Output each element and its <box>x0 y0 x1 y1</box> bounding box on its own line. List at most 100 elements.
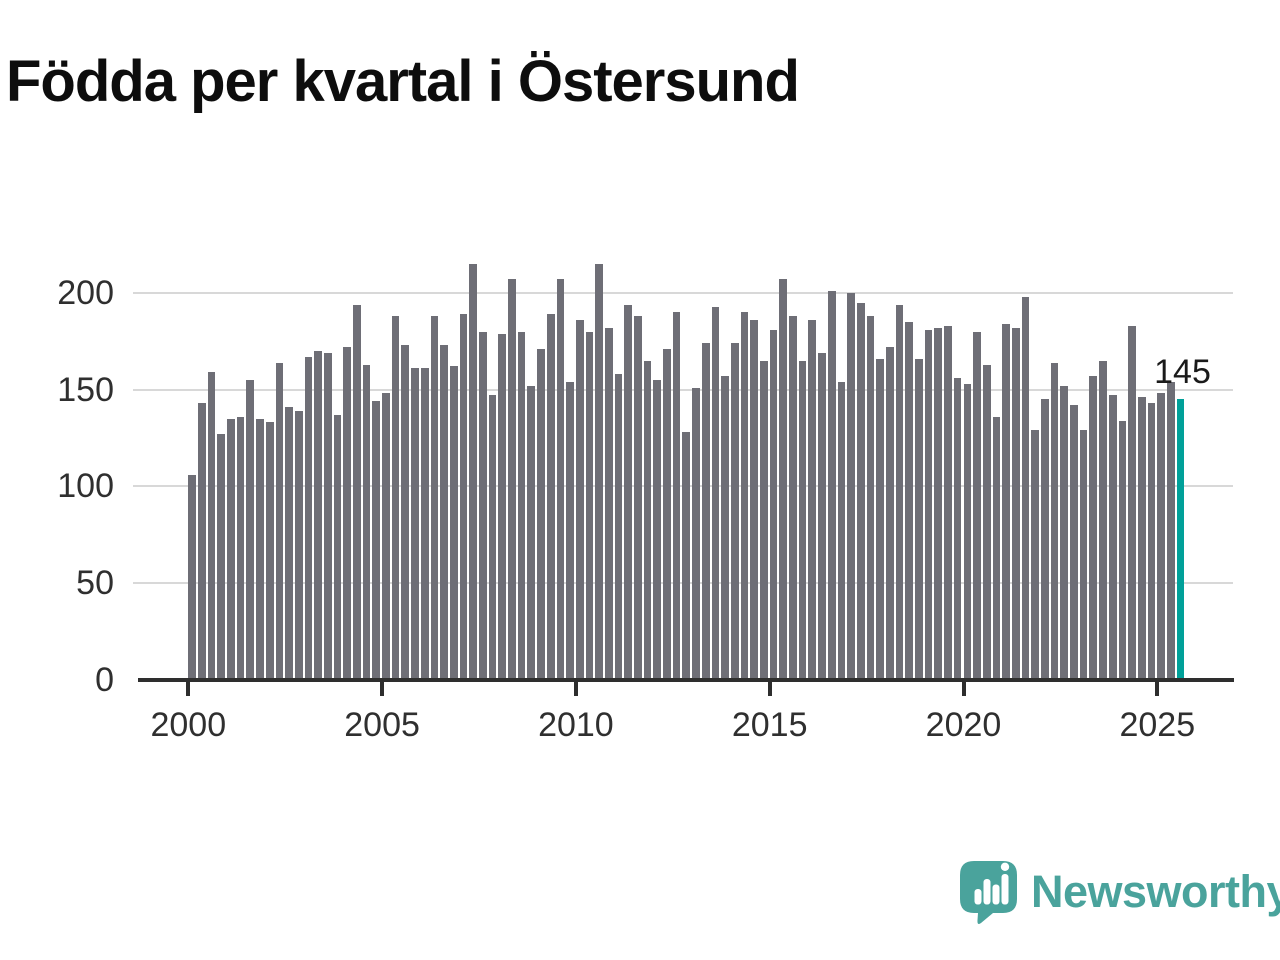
bar-2002-q1 <box>265 422 274 680</box>
bar-2003-q2 <box>314 350 322 680</box>
x-axis-label-2000: 2000 <box>150 706 227 744</box>
bar-2010-q3 <box>595 264 603 680</box>
bar-2019-q2 <box>934 327 943 680</box>
bar-2020-q3 <box>982 364 991 680</box>
bar-2017-q4 <box>876 358 884 680</box>
y-axis-label-100: 100 <box>57 467 114 506</box>
bar-2016-q1 <box>808 320 817 680</box>
bar-2025-q3 <box>1176 399 1185 680</box>
bar-2005-q1 <box>382 393 390 680</box>
bar-2009-q2 <box>546 314 555 680</box>
bar-2015-q4 <box>798 360 807 680</box>
bar-2000-q4 <box>217 434 226 680</box>
bar-2021-q4 <box>1031 430 1040 680</box>
last-value-annotation: 145 <box>1154 353 1211 392</box>
bar-2010-q1 <box>575 320 584 680</box>
x-axis-tick-2005 <box>380 681 385 696</box>
y-axis-label-0: 0 <box>95 660 114 699</box>
bar-2008-q4 <box>527 385 536 680</box>
bar-2011-q4 <box>643 360 652 680</box>
bar-2023-q4 <box>1108 395 1117 680</box>
x-axis-label-2015: 2015 <box>731 706 808 744</box>
bar-2018-q2 <box>895 304 904 680</box>
bar-2003-q3 <box>323 352 332 680</box>
bar-2018-q3 <box>905 321 914 680</box>
bar-2024-q3 <box>1137 397 1146 680</box>
bar-2021-q3 <box>1021 296 1030 680</box>
bar-2017-q3 <box>866 316 875 680</box>
bar-2008-q2 <box>508 279 516 680</box>
bar-2009-q3 <box>556 279 565 680</box>
bar-2012-q2 <box>663 349 671 680</box>
bar-2010-q2 <box>585 331 594 680</box>
bar-2023-q1 <box>1079 430 1088 680</box>
bar-2006-q2 <box>430 316 439 680</box>
bar-2020-q2 <box>973 331 981 680</box>
bar-2003-q4 <box>333 414 342 680</box>
bar-2004-q4 <box>372 401 381 680</box>
bar-2007-q1 <box>459 314 468 680</box>
x-axis-tick-2025 <box>1155 681 1160 696</box>
bar-2011-q2 <box>624 304 633 680</box>
x-axis-tick-2015 <box>767 681 772 696</box>
bar-2000-q3 <box>207 372 216 680</box>
x-axis-label-2025: 2025 <box>1119 706 1196 744</box>
y-axis-label-50: 50 <box>76 563 114 602</box>
bar-2025-q2 <box>1166 381 1175 680</box>
bar-2022-q2 <box>1050 362 1059 680</box>
newsworthy-brand-name: Newsworthy <box>1031 866 1280 917</box>
bar-2023-q3 <box>1099 360 1107 680</box>
bar-2000-q1 <box>188 474 196 680</box>
x-axis-label-2010: 2010 <box>538 706 614 744</box>
bar-2002-q4 <box>294 410 303 680</box>
chart-title: Födda per kvartal i Östersund <box>6 49 800 114</box>
bar-2005-q3 <box>401 345 410 680</box>
x-axis-tick-2000 <box>186 681 191 696</box>
bar-2012-q1 <box>653 379 662 680</box>
x-axis-label-2005: 2005 <box>344 706 420 744</box>
bar-2016-q2 <box>818 352 826 680</box>
x-axis-tick-2010 <box>573 681 578 696</box>
bar-2002-q2 <box>275 362 284 680</box>
bar-2006-q4 <box>449 366 458 680</box>
bar-2011-q3 <box>634 316 642 680</box>
bar-2021-q2 <box>1011 327 1020 680</box>
bar-2018-q1 <box>885 347 894 680</box>
gridline-200 <box>133 292 1233 294</box>
bar-2006-q1 <box>420 368 429 680</box>
bar-2010-q4 <box>604 327 613 680</box>
x-axis-line <box>138 677 1234 682</box>
bar-2017-q2 <box>856 302 865 680</box>
bar-2007-q3 <box>479 331 487 680</box>
bar-2003-q1 <box>304 356 313 680</box>
bar-2019-q1 <box>924 329 933 680</box>
bar-2024-q4 <box>1147 403 1156 680</box>
bar-2001-q2 <box>236 416 245 680</box>
gridline-150 <box>133 388 1233 391</box>
bar-2015-q1 <box>769 329 778 680</box>
bar-2004-q3 <box>362 364 371 680</box>
bar-2017-q1 <box>847 293 855 680</box>
bar-2020-q1 <box>963 383 972 680</box>
newsworthy-logo-icon <box>960 861 1017 924</box>
bar-2007-q4 <box>488 395 497 680</box>
bar-2025-q1 <box>1157 393 1165 680</box>
bar-2014-q4 <box>760 360 768 680</box>
bar-2012-q3 <box>672 312 681 680</box>
bar-2011-q1 <box>614 374 623 680</box>
bar-2013-q3 <box>711 306 720 680</box>
bar-2008-q1 <box>498 333 507 680</box>
x-axis-label-2020: 2020 <box>925 706 1002 744</box>
bar-2021-q1 <box>1002 323 1010 680</box>
bar-2023-q2 <box>1089 376 1098 680</box>
bar-2013-q4 <box>721 376 729 680</box>
bar-2006-q3 <box>440 345 448 680</box>
bar-2014-q2 <box>740 312 749 680</box>
bar-2024-q1 <box>1118 420 1127 680</box>
y-axis-label-200: 200 <box>57 274 114 312</box>
bar-2009-q1 <box>537 349 545 680</box>
bar-2001-q3 <box>246 379 255 680</box>
y-axis-label-150: 150 <box>57 370 114 409</box>
bar-2013-q2 <box>701 343 710 680</box>
newsworthy-branding: Newsworthy <box>960 861 1280 924</box>
